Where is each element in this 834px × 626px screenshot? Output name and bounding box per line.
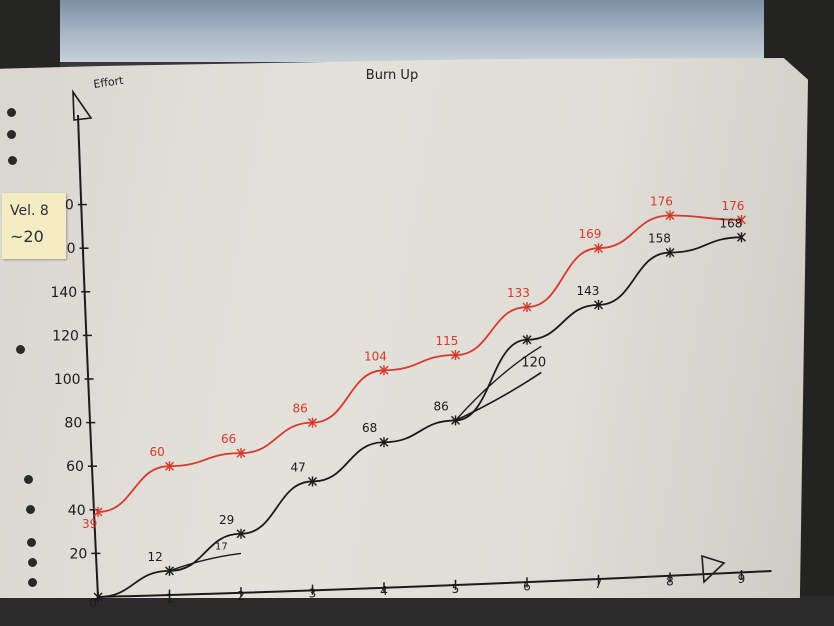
series-2-data-label: 68 bbox=[362, 421, 377, 435]
chart-title: Burn Up bbox=[366, 68, 418, 83]
series-1-point bbox=[665, 210, 675, 221]
series-2-point bbox=[737, 232, 746, 243]
series-1-data-label: 39 bbox=[82, 517, 97, 531]
y-tick-label: 60 bbox=[66, 459, 84, 475]
series-1-data-label: 169 bbox=[579, 227, 602, 241]
series-1-data-label: 176 bbox=[722, 199, 745, 213]
forecast-line bbox=[169, 552, 242, 572]
y-tick-label: 120 bbox=[52, 328, 79, 344]
series-2-data-label: 29 bbox=[219, 513, 234, 527]
series-2-data-label: 143 bbox=[577, 284, 600, 298]
forecast-line bbox=[455, 371, 542, 422]
series-1-line bbox=[97, 214, 742, 513]
y-tick-label: 80 bbox=[64, 416, 82, 432]
sticky-note-line-1: Vel. 8 bbox=[10, 203, 49, 219]
y-tick-label: 140 bbox=[50, 285, 77, 301]
series-1-point bbox=[308, 417, 317, 428]
y-tick-label: 20 bbox=[69, 546, 87, 562]
x-tick-label: 9 bbox=[738, 572, 746, 586]
x-tick-label: 2 bbox=[237, 589, 245, 603]
x-axis-arrow bbox=[701, 554, 726, 584]
series-1-point bbox=[451, 350, 460, 361]
chart-axes bbox=[72, 89, 772, 598]
series-2-point bbox=[594, 299, 603, 310]
forecast-line bbox=[454, 345, 542, 421]
series-2-point bbox=[665, 247, 675, 258]
x-axis-line bbox=[97, 570, 772, 598]
annotation-label: 17 bbox=[215, 541, 228, 552]
series-1-point bbox=[236, 448, 246, 459]
x-tick-label: 6 bbox=[523, 579, 531, 593]
sticky-note: Vel. 8 ~20 bbox=[2, 193, 66, 259]
punch-hole bbox=[7, 130, 16, 139]
punch-hole bbox=[26, 505, 35, 514]
series-1-point bbox=[594, 243, 603, 254]
x-tick-label: 8 bbox=[666, 574, 674, 588]
series-1-point bbox=[737, 214, 746, 225]
punch-hole bbox=[28, 558, 37, 567]
series-1-data-label: 66 bbox=[221, 432, 236, 446]
series-2-point bbox=[93, 592, 103, 602]
chart-annotations: 120 17 bbox=[169, 345, 546, 572]
y-tick-label: 100 bbox=[54, 372, 81, 388]
series-1-point bbox=[165, 461, 174, 472]
series-2-point bbox=[308, 476, 317, 487]
series-1-data-label: 176 bbox=[650, 195, 673, 209]
series-2-point bbox=[379, 437, 389, 448]
series-2-data-label: 86 bbox=[434, 399, 449, 413]
annotation-label: 120 bbox=[521, 355, 546, 370]
series-2-line bbox=[97, 236, 742, 598]
window-sky bbox=[60, 0, 764, 62]
series-2-data-label: 47 bbox=[291, 460, 306, 474]
series-1-data-label: 104 bbox=[364, 349, 387, 363]
y-axis-arrow bbox=[72, 89, 93, 121]
series-2-data-label: 158 bbox=[648, 232, 671, 246]
x-tick-label: 3 bbox=[309, 587, 317, 601]
series-2-data-label: 168 bbox=[720, 216, 743, 230]
x-tick-label: 1 bbox=[166, 592, 174, 606]
series-1-data-label: 115 bbox=[436, 334, 459, 348]
sticky-note-line-2: ~20 bbox=[10, 227, 44, 246]
series-1-point bbox=[93, 506, 103, 517]
x-tick-label: 7 bbox=[595, 577, 603, 591]
punch-hole bbox=[28, 578, 37, 587]
punch-hole bbox=[16, 345, 25, 354]
y-tick-label: 40 bbox=[68, 503, 86, 519]
x-tick-label: 4 bbox=[380, 584, 388, 598]
y-axis-label: Effort bbox=[93, 74, 125, 91]
series-1-point bbox=[379, 365, 389, 376]
series-1-data-label: 60 bbox=[150, 445, 165, 459]
chart-ticks: 204060801001201401601800123456789 bbox=[47, 198, 745, 610]
series-1-point bbox=[522, 302, 532, 313]
punch-hole bbox=[8, 156, 17, 165]
series-2-point bbox=[236, 528, 246, 539]
punch-hole bbox=[24, 475, 33, 484]
series-1-data-label: 133 bbox=[507, 286, 530, 300]
punch-hole bbox=[27, 538, 36, 547]
series-2-data-label: 12 bbox=[148, 550, 163, 564]
floor-background bbox=[0, 596, 834, 626]
series-2-point bbox=[522, 334, 532, 345]
flipchart-paper bbox=[0, 58, 808, 598]
y-axis-line bbox=[77, 114, 99, 598]
x-tick-label: 5 bbox=[452, 582, 460, 596]
x-tick-label: 0 bbox=[89, 596, 97, 610]
series-1-data-label: 86 bbox=[293, 402, 308, 416]
punch-hole bbox=[7, 108, 16, 117]
